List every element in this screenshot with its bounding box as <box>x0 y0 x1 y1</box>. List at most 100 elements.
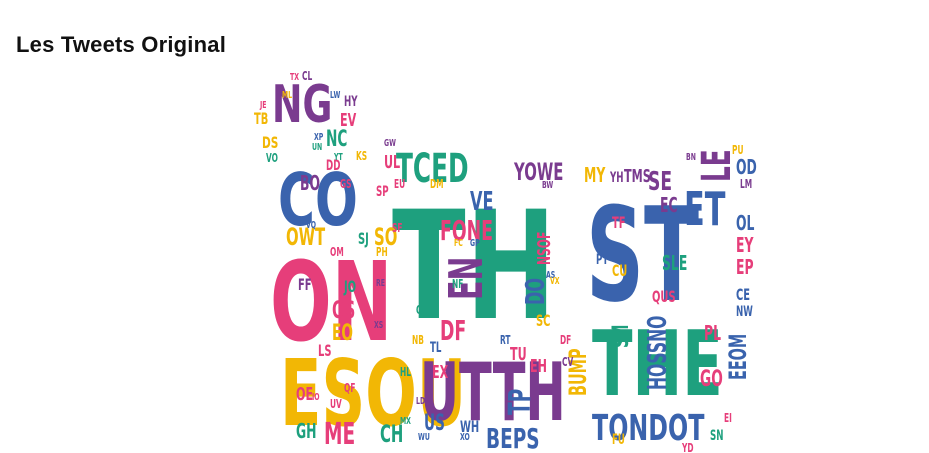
word-cloud-word: HOSSNO <box>643 316 673 390</box>
word-cloud-word: SJ <box>358 231 369 249</box>
word-cloud-word: NSOF <box>534 232 555 265</box>
word-cloud-word: DO <box>521 278 551 305</box>
word-cloud-word: DF <box>560 334 571 347</box>
word-cloud-word: SO <box>374 222 397 251</box>
word-cloud-word: ESOU <box>280 341 466 447</box>
word-cloud-word: LW <box>330 88 340 100</box>
word-cloud-word: GH <box>296 420 317 443</box>
word-cloud-word: SE <box>648 168 672 198</box>
word-cloud-word: MY <box>584 164 606 187</box>
word-cloud-word: EC <box>660 194 678 217</box>
word-cloud-word: PU <box>732 144 743 157</box>
word-cloud-word: ON <box>270 237 392 366</box>
word-cloud-word: ET <box>684 184 726 237</box>
word-cloud-word: ME <box>324 416 355 451</box>
word-cloud-word: PL <box>704 322 721 345</box>
word-cloud-word: SP <box>376 183 389 200</box>
word-cloud-word: YD <box>681 442 693 453</box>
word-cloud-word: EP <box>736 256 754 279</box>
word-cloud-word: IO <box>312 390 320 402</box>
word-cloud-word: EV <box>340 109 357 131</box>
word-cloud-word: US <box>424 411 445 436</box>
word-cloud-word: EI <box>724 412 732 425</box>
word-cloud-word: BEPS <box>486 422 540 453</box>
word-cloud-word: OS <box>332 295 355 324</box>
word-cloud-word: ML <box>282 88 293 100</box>
word-cloud-word: CV <box>562 356 573 369</box>
word-cloud-word: GP <box>470 236 480 248</box>
word-cloud-word: CO <box>278 158 358 243</box>
word-cloud-word: YOWE <box>513 157 563 186</box>
word-cloud-word: VE <box>470 187 493 217</box>
word-cloud-word: NW <box>736 303 753 320</box>
word-cloud-word: KS <box>356 150 367 163</box>
word-cloud-word: BO <box>300 172 320 195</box>
word-cloud-word: BW <box>542 178 553 190</box>
word-cloud-word: MX <box>400 414 411 426</box>
word-cloud-word: TMS <box>624 165 651 187</box>
word-cloud-word: OE <box>296 383 313 405</box>
word-cloud-word: OM <box>330 246 344 259</box>
word-cloud-word: TCED <box>396 145 469 192</box>
word-cloud-word: DF <box>440 315 466 347</box>
word-cloud-word: TP <box>502 389 537 415</box>
word-cloud-word: XO <box>460 430 470 442</box>
page-title: Les Tweets Original <box>16 32 227 57</box>
word-cloud-word: WU <box>418 430 430 442</box>
word-cloud-word: CU <box>612 263 627 281</box>
word-cloud-word: OU <box>416 304 428 317</box>
word-cloud-word: NB <box>412 334 424 347</box>
word-cloud-word: UN <box>312 140 322 152</box>
word-cloud-word: TL <box>430 339 442 356</box>
word-cloud-word: WH <box>460 419 479 437</box>
word-cloud-word: AS <box>546 268 555 280</box>
word-cloud-word: TONDOT <box>592 408 705 449</box>
word-cloud-word: YH <box>609 169 623 186</box>
word-cloud-word: THE <box>592 311 723 416</box>
word-cloud-word: SM <box>609 325 634 348</box>
word-cloud-word: SLE <box>662 252 687 275</box>
word-cloud-word: BN <box>686 150 696 162</box>
word-cloud-word: HL <box>400 366 411 379</box>
word-cloud-word: GW <box>384 136 396 148</box>
word-cloud-word: TB <box>254 111 268 129</box>
word-cloud-word: SF <box>392 222 402 235</box>
word-cloud-word: DD <box>326 157 341 174</box>
word-cloud-word: OWT <box>286 222 325 251</box>
word-cloud-word: EH <box>530 355 547 377</box>
word-cloud-word: RE <box>376 276 385 288</box>
word-cloud-word: TH <box>392 179 556 353</box>
word-cloud-word: BUMP <box>564 348 592 396</box>
word-cloud-word: NC <box>326 127 347 152</box>
word-cloud-word: OD <box>736 156 757 179</box>
word-cloud-word: DS <box>262 134 278 153</box>
word-cloud-word: FU <box>612 431 625 448</box>
word-cloud-word: CE <box>736 287 750 305</box>
word-cloud-word: HB <box>460 362 470 374</box>
word-cloud-word: VO <box>266 152 278 165</box>
word-cloud-word: LM <box>740 178 752 191</box>
word-cloud-word: FF <box>298 277 312 295</box>
word-cloud-word: FONE <box>440 215 493 247</box>
word-cloud-word: CH <box>380 419 403 448</box>
word-cloud-word: VX <box>550 274 560 286</box>
word-cloud-word: DM <box>430 178 444 191</box>
word-cloud-word: EEOM <box>724 334 752 380</box>
word-cloud-word: TF <box>612 215 626 233</box>
word-cloud-word: PH <box>376 246 388 259</box>
word-cloud-word: YT <box>333 150 343 162</box>
word-cloud-word: XP <box>314 130 323 142</box>
word-cloud-word: NG <box>272 73 332 134</box>
word-cloud-word: QUS <box>652 289 676 307</box>
word-cloud-word: SC <box>536 313 550 331</box>
word-cloud-word: QF <box>344 382 355 395</box>
word-cloud-word: RT <box>500 334 511 347</box>
word-cloud-word: NF <box>452 278 463 291</box>
word-cloud-word: JE <box>259 98 267 110</box>
word-cloud-word: SN <box>710 427 723 444</box>
word-cloud-word: OL <box>736 212 755 235</box>
word-cloud-word: VQ <box>306 218 316 230</box>
word-cloud-word: JO <box>343 279 356 297</box>
word-cloud-word: UTTH <box>420 346 566 439</box>
